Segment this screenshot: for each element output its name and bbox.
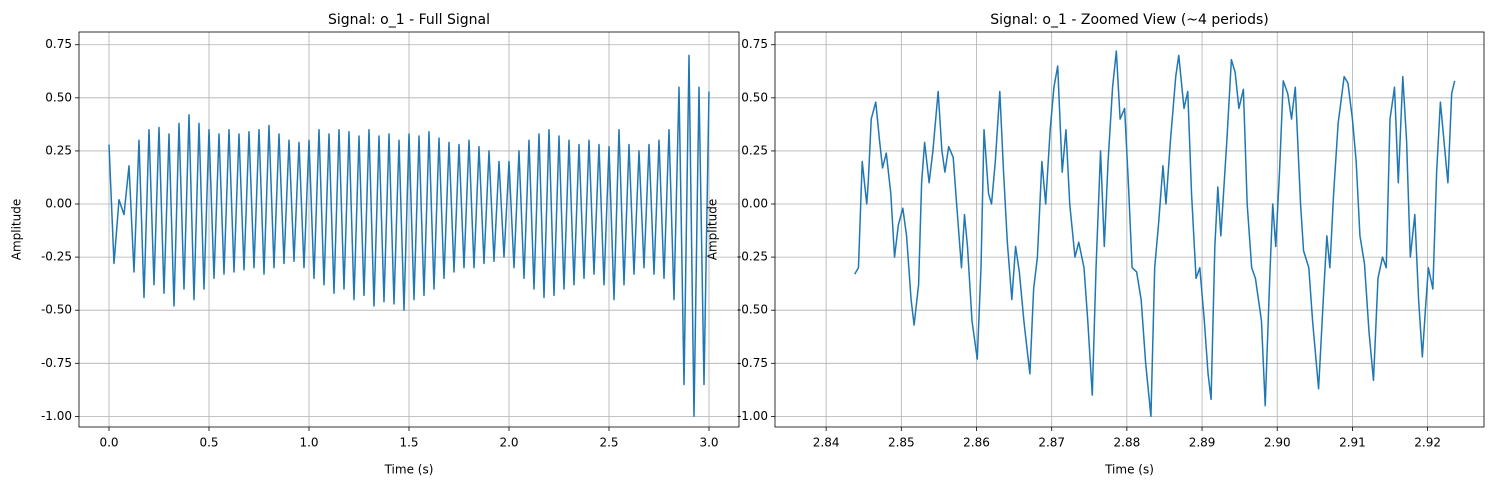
y-tick-label: 0.25 bbox=[45, 143, 72, 157]
x-axis-label: Time (s) bbox=[1104, 463, 1154, 477]
plot-frame bbox=[78, 31, 740, 428]
y-axis-label: Amplitude bbox=[706, 199, 720, 261]
x-tick-label: 2.91 bbox=[1339, 436, 1366, 450]
x-tick-label: 0.5 bbox=[199, 436, 218, 450]
x-tick-label: 2.86 bbox=[963, 436, 990, 450]
y-tick-label: -0.25 bbox=[737, 250, 768, 264]
x-tick-label: 0.0 bbox=[99, 436, 118, 450]
x-tick-label: 2.89 bbox=[1189, 436, 1216, 450]
plot-frame bbox=[774, 31, 1485, 428]
y-axis-label: Amplitude bbox=[10, 199, 24, 261]
y-tick-label: -0.75 bbox=[41, 356, 72, 370]
y-tick-label: -1.00 bbox=[737, 409, 768, 423]
y-tick-label: -0.75 bbox=[737, 356, 768, 370]
y-tick-label: 0.00 bbox=[741, 197, 768, 211]
x-tick-label: 2.88 bbox=[1114, 436, 1141, 450]
x-tick-label: 1.0 bbox=[299, 436, 318, 450]
x-tick-label: 2.87 bbox=[1038, 436, 1065, 450]
y-tick-label: -0.50 bbox=[41, 303, 72, 317]
y-tick-label: 0.00 bbox=[45, 197, 72, 211]
y-tick-label: -1.00 bbox=[41, 409, 72, 423]
y-tick-label: 0.75 bbox=[741, 37, 768, 51]
x-axis-label: Time (s) bbox=[384, 463, 434, 477]
y-tick-label: 0.50 bbox=[741, 90, 768, 104]
chart-title: Signal: o_1 - Full Signal bbox=[328, 12, 490, 28]
x-tick-label: 2.84 bbox=[813, 436, 840, 450]
x-tick-label: 2.5 bbox=[599, 436, 618, 450]
chart-title: Signal: o_1 - Zoomed View (~4 periods) bbox=[990, 12, 1268, 28]
signal-line bbox=[854, 50, 1456, 418]
x-tick-label: 2.90 bbox=[1264, 436, 1291, 450]
x-tick-label: 3.0 bbox=[699, 436, 718, 450]
x-tick-label: 1.5 bbox=[399, 436, 418, 450]
signal-line bbox=[108, 54, 710, 418]
y-tick-label: -0.25 bbox=[41, 250, 72, 264]
x-tick-label: 2.85 bbox=[888, 436, 915, 450]
y-tick-label: 0.50 bbox=[45, 90, 72, 104]
y-tick-label: 0.75 bbox=[45, 37, 72, 51]
x-tick-label: 2.92 bbox=[1414, 436, 1441, 450]
x-tick-label: 2.0 bbox=[499, 436, 518, 450]
y-tick-label: -0.50 bbox=[737, 303, 768, 317]
y-tick-label: 0.25 bbox=[741, 143, 768, 157]
